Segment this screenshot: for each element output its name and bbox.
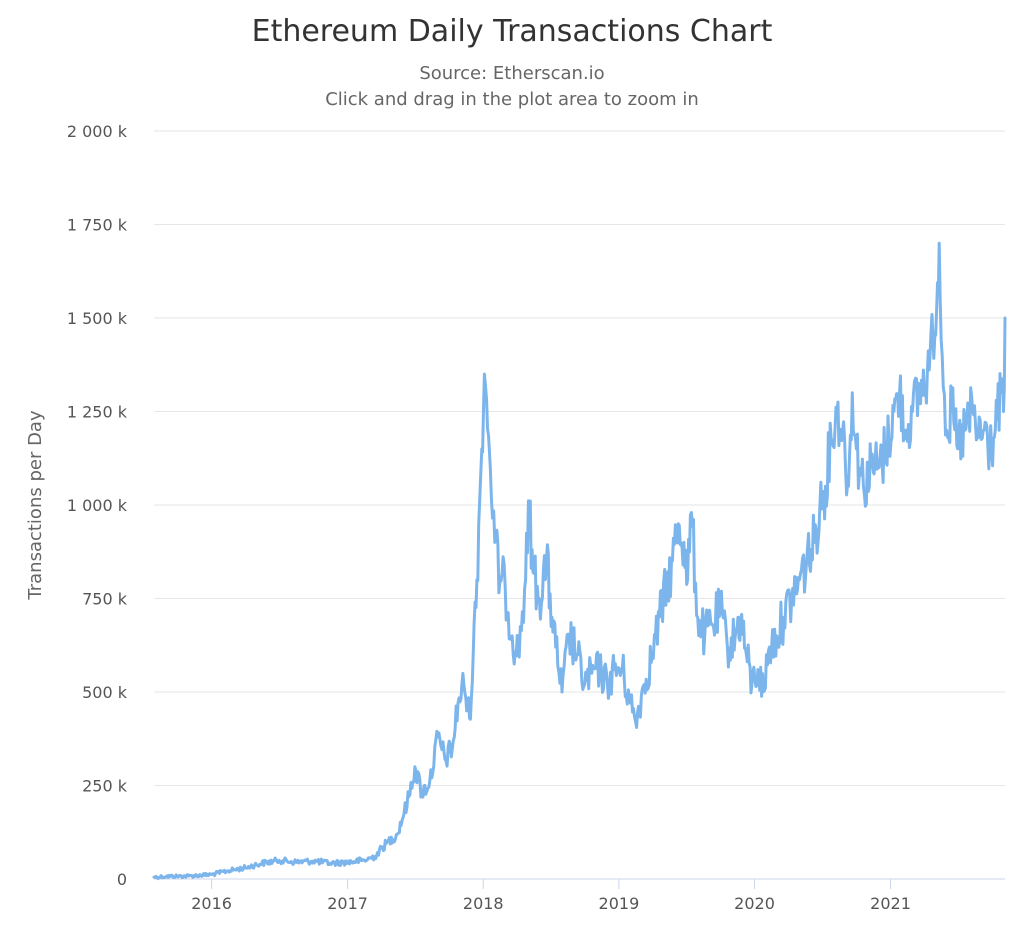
x-tick-label: 2019 [599, 894, 640, 913]
x-axis-ticks: 2016 2017 2018 2019 2020 2021 [191, 879, 911, 913]
y-tick-label: 750 k [82, 590, 128, 609]
chart-title: Ethereum Daily Transactions Chart [252, 14, 773, 49]
y-tick-label: 1 000 k [67, 496, 128, 515]
x-tick-label: 2021 [870, 894, 911, 913]
x-tick-label: 2016 [191, 894, 232, 913]
y-tick-label: 2 000 k [67, 122, 128, 141]
x-tick-label: 2017 [327, 894, 368, 913]
y-axis-title: Transactions per Day [25, 410, 46, 601]
y-tick-label: 0 [117, 870, 127, 889]
grid-lines [154, 130, 1005, 786]
y-tick-label: 1 500 k [67, 309, 128, 328]
series-layer[interactable] [152, 241, 1007, 881]
y-tick-label: 250 k [82, 777, 128, 796]
x-tick-label: 2020 [734, 894, 775, 913]
chart-subtitle-hint: Click and drag in the plot area to zoom … [325, 89, 699, 110]
y-tick-label: 1 750 k [67, 216, 128, 235]
y-axis-labels: 0 250 k 500 k 750 k 1 000 k 1 250 k 1 500 k 1 7… [67, 122, 128, 889]
x-tick-label: 2018 [463, 894, 504, 913]
y-tick-label: 1 250 k [67, 403, 128, 422]
y-tick-label: 500 k [82, 683, 128, 702]
chart-subtitle-source: Source: Etherscan.io [419, 63, 604, 84]
series-line[interactable] [152, 241, 1007, 881]
